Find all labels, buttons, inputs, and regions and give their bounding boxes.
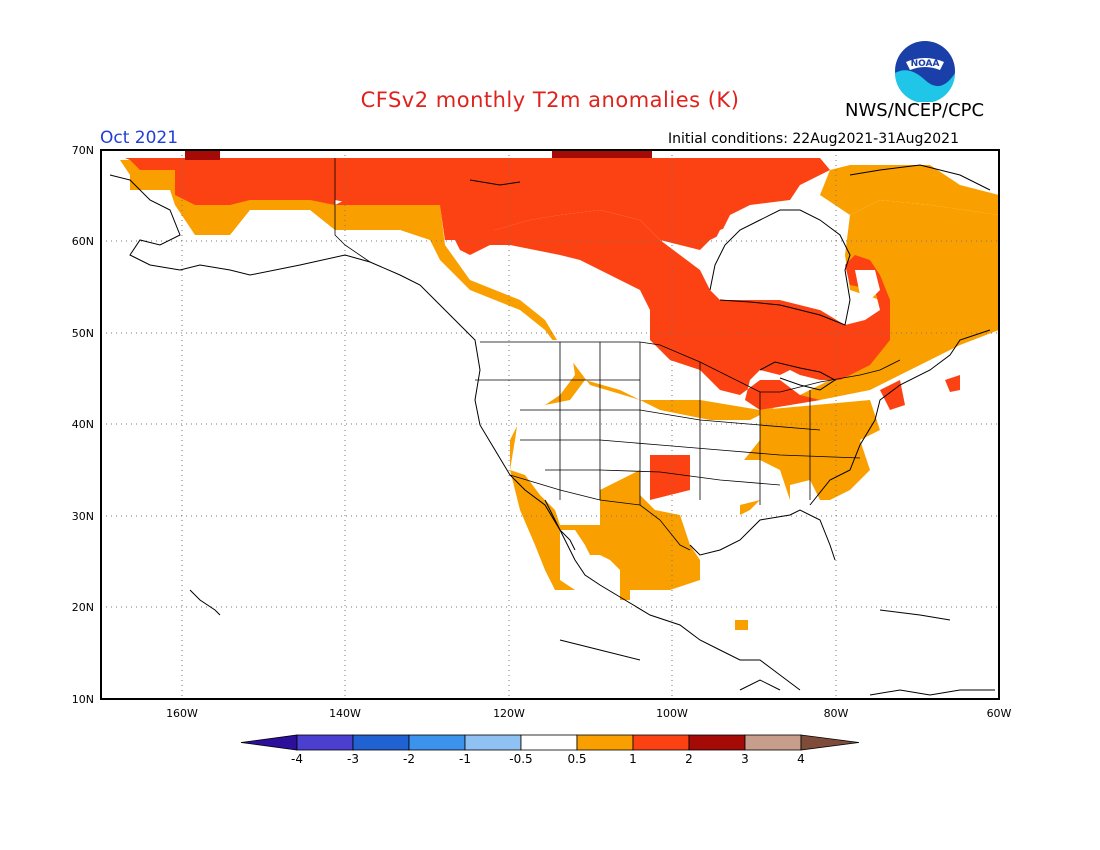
colorbar-segment bbox=[632, 734, 690, 751]
colorbar-segment bbox=[408, 734, 466, 751]
colorbar-segment bbox=[688, 734, 746, 751]
lat-label: 70N bbox=[72, 144, 94, 157]
agency-label: NWS/NCEP/CPC bbox=[845, 100, 985, 121]
lat-label: 20N bbox=[72, 601, 94, 614]
lon-label: 60W bbox=[987, 707, 1012, 720]
lon-label: 160W bbox=[166, 707, 198, 720]
lon-label: 140W bbox=[329, 707, 361, 720]
colorbar-tick-label: 3 bbox=[741, 752, 749, 766]
lat-label: 40N bbox=[72, 418, 94, 431]
anomaly-region-red bbox=[125, 158, 960, 500]
colorbar-segment bbox=[240, 734, 298, 751]
lon-label: 120W bbox=[493, 707, 525, 720]
latitude-labels: 70N 60N 50N 40N 30N 20N 10N bbox=[72, 144, 94, 706]
colorbar-tick-label: -0.5 bbox=[509, 752, 532, 766]
lat-label: 30N bbox=[72, 510, 94, 523]
political-borders bbox=[334, 158, 901, 551]
colorbar-tick-label: 2 bbox=[685, 752, 693, 766]
lon-label: 80W bbox=[824, 707, 849, 720]
lat-label: 50N bbox=[72, 327, 94, 340]
colorbar-tick-label: 1 bbox=[629, 752, 637, 766]
colorbar-tick-label: 0.5 bbox=[567, 752, 586, 766]
month-label: Oct 2021 bbox=[100, 128, 179, 148]
colorbar-segment bbox=[464, 734, 522, 751]
longitude-labels: 160W 140W 120W 100W 80W 60W bbox=[166, 707, 1011, 720]
noaa-logo-icon: NOAA bbox=[895, 41, 955, 102]
lat-label: 60N bbox=[72, 235, 94, 248]
near-zero-regions bbox=[470, 215, 880, 505]
colorbar-tick-label: -2 bbox=[403, 752, 415, 766]
colorbar-tick-label: -4 bbox=[291, 752, 303, 766]
colorbar-segment bbox=[800, 734, 860, 751]
chart-title: CFSv2 monthly T2m anomalies (K) bbox=[360, 88, 740, 112]
colorbar-tick-label: -3 bbox=[347, 752, 359, 766]
logo-text: NOAA bbox=[911, 59, 940, 69]
anomaly-region-darkred bbox=[185, 150, 652, 160]
colorbar-segment bbox=[520, 734, 578, 751]
map-frame bbox=[100, 149, 1000, 700]
lon-label: 100W bbox=[656, 707, 688, 720]
initial-conditions-label: Initial conditions: 22Aug2021-31Aug2021 bbox=[668, 131, 959, 147]
colorbar-segment bbox=[576, 734, 634, 751]
colorbar-segment bbox=[352, 734, 410, 751]
colorbar-segment bbox=[296, 734, 354, 751]
colorbar-tick-label: -1 bbox=[459, 752, 471, 766]
colorbar-tick-label: 4 bbox=[797, 752, 805, 766]
lat-label: 10N bbox=[72, 693, 94, 706]
colorbar-segment bbox=[744, 734, 802, 751]
